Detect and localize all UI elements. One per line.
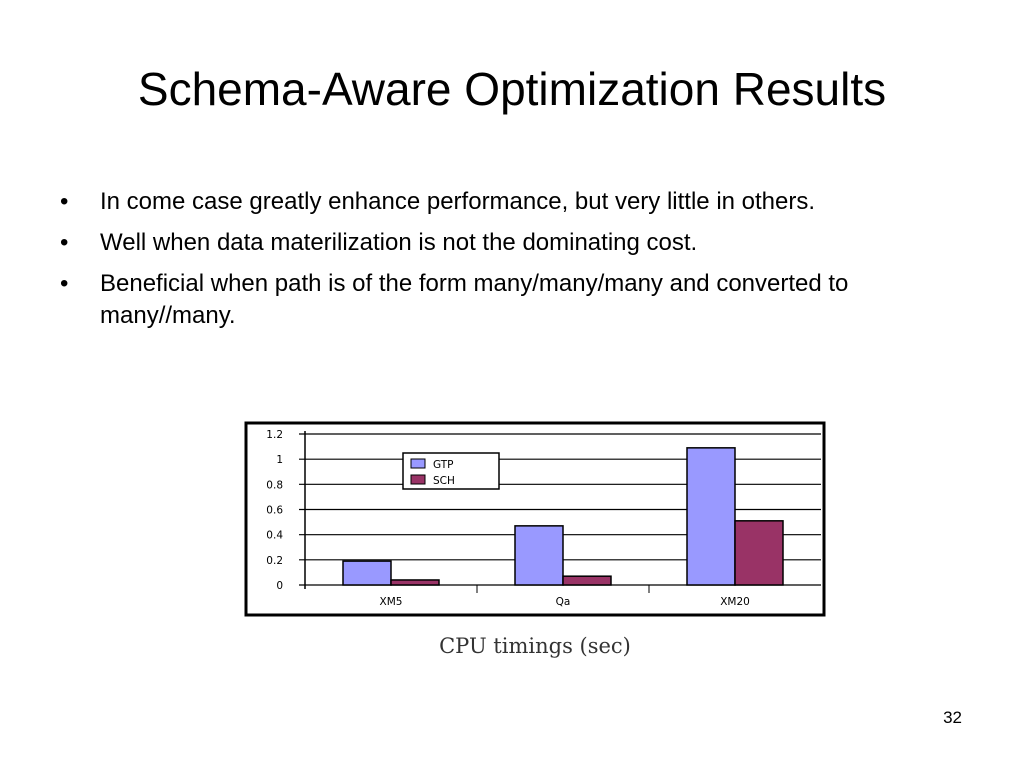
y-tick-label: 0.6	[266, 505, 283, 517]
chart-frame	[244, 421, 826, 617]
bar-chart: 0 0.2 0.4 0.6 0.8 1 1.2 XM5 Qa XM20 GTP SCH	[243, 420, 827, 620]
bar-sch-xm20	[734, 520, 784, 586]
page-number: 32	[943, 708, 962, 727]
y-tick-label: 1.2	[266, 429, 283, 441]
bar-gtp-xm5	[342, 560, 392, 586]
x-tick-label: XM20	[720, 596, 750, 608]
legend-label-sch: SCH	[433, 475, 455, 487]
chart-caption: CPU timings (sec)	[439, 634, 631, 658]
bullet-text: In come case greatly enhance performance…	[100, 188, 816, 215]
bullet-text: Well when data materilization is not the…	[100, 229, 698, 256]
y-tick-label: 0.2	[266, 555, 283, 567]
bar-sch-qa	[562, 575, 612, 586]
x-tick-label: Qa	[556, 596, 571, 608]
y-tick-label: 1	[276, 454, 283, 466]
bar-sch-xm5	[390, 579, 440, 586]
bullet-symbol: •	[60, 270, 69, 297]
legend-swatch-gtp	[410, 458, 426, 469]
y-tick-label: 0.8	[266, 479, 283, 491]
bullet-text: Beneficial when path is of the form many…	[100, 270, 849, 329]
chart-svg: 0 0.2 0.4 0.6 0.8 1 1.2 XM5 Qa XM20 GTP SCH	[244, 421, 826, 617]
legend-swatch-sch	[410, 474, 426, 485]
x-tick-label: XM5	[380, 596, 403, 608]
bullet-item: • In come case greatly enhance performan…	[60, 186, 980, 218]
legend-label-gtp: GTP	[433, 459, 454, 471]
bar-gtp-qa	[514, 525, 564, 586]
bullet-symbol: •	[60, 188, 69, 215]
bullet-symbol: •	[60, 229, 69, 256]
bullet-list: • In come case greatly enhance performan…	[60, 186, 980, 341]
bar-gtp-xm20	[686, 447, 736, 586]
bullet-item: • Well when data materilization is not t…	[60, 227, 980, 259]
slide-title: Schema-Aware Optimization Results	[137, 63, 887, 115]
bullet-item: • Beneficial when path is of the form ma…	[60, 268, 980, 332]
y-tick-label: 0	[276, 580, 283, 592]
y-tick-label: 0.4	[266, 530, 283, 542]
